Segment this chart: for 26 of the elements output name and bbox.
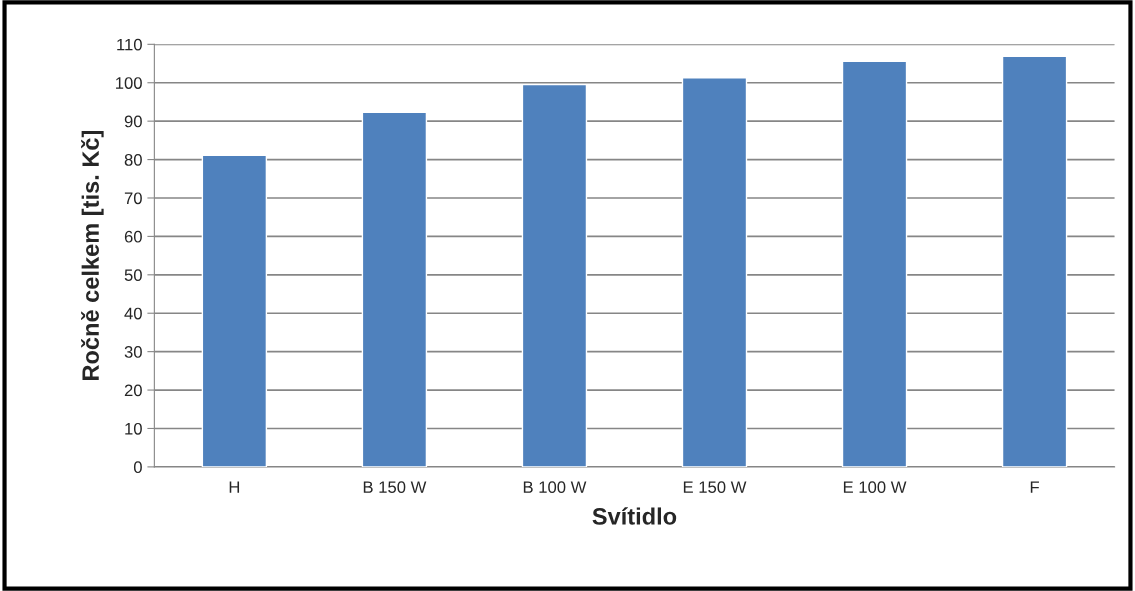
y-tick-label: 0: [133, 461, 142, 474]
x-tick-label: B 100 W: [523, 481, 587, 494]
y-tick-label: 70: [124, 192, 142, 205]
y-tick-label: 60: [124, 230, 142, 243]
bar: [1001, 55, 1068, 467]
bar: [521, 83, 588, 467]
bar: [681, 77, 748, 467]
y-tick-label: 90: [124, 115, 142, 128]
y-tick-label: 50: [124, 269, 142, 282]
x-tick-label: H: [229, 481, 240, 493]
y-tick-label: 10: [125, 422, 142, 435]
x-tick-label: E 100 W: [843, 481, 907, 494]
y-axis-title: Ročně celkem [tis. Kč]: [81, 130, 104, 380]
x-tick-label: E 150 W: [683, 481, 747, 494]
y-tick-label: 40: [124, 307, 142, 320]
bar: [361, 111, 428, 467]
y-tick-label: 80: [124, 153, 142, 166]
x-axis-title: Svítidlo: [592, 507, 677, 525]
x-tick-label: B 150 W: [363, 481, 427, 494]
y-tick-label: 20: [124, 384, 142, 397]
y-tick-label: 110: [117, 38, 142, 51]
y-tick-label: 30: [124, 346, 142, 358]
y-tick-label: 100: [116, 77, 142, 89]
x-tick-label: F: [1030, 481, 1039, 493]
bar: [201, 154, 268, 467]
bar: [841, 60, 908, 467]
